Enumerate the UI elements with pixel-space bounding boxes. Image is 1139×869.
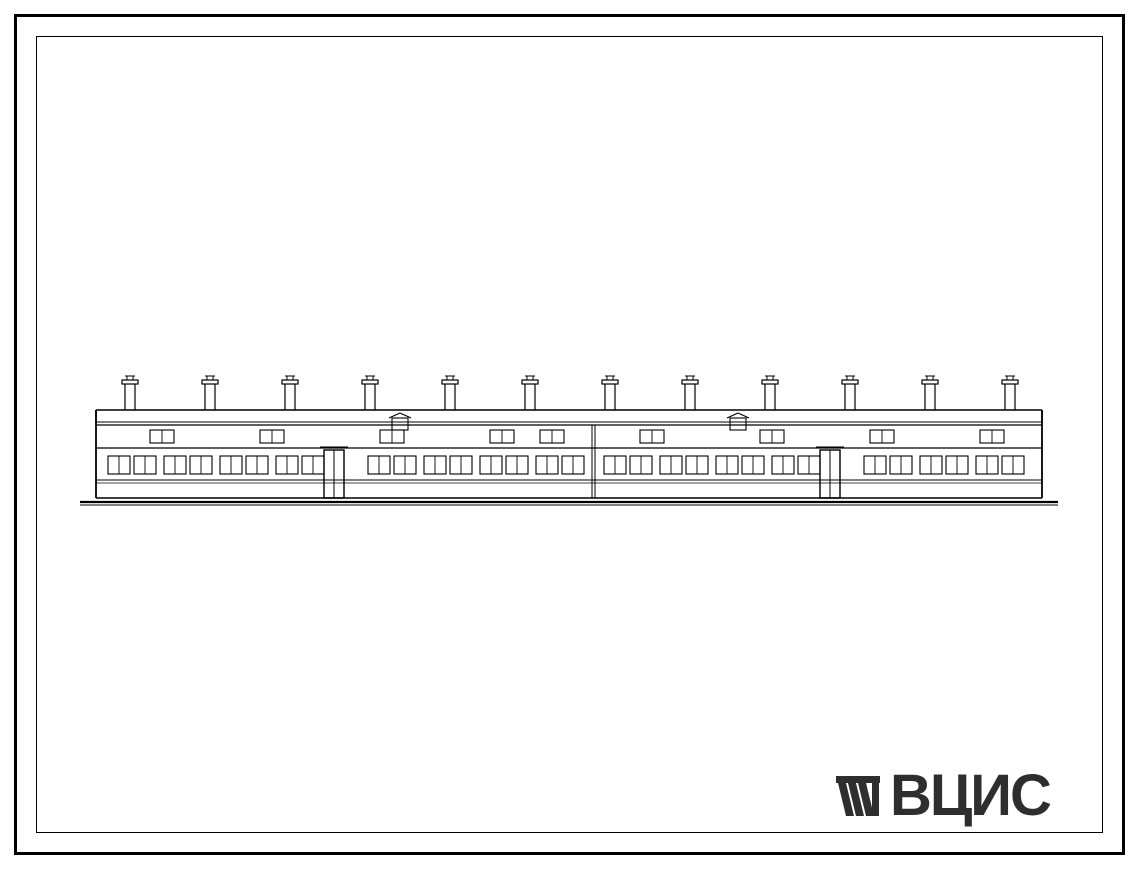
logo: ВЦИС [830,762,1050,829]
logo-icon [830,768,886,824]
building-elevation [0,0,1139,869]
logo-text: ВЦИС [890,762,1050,829]
